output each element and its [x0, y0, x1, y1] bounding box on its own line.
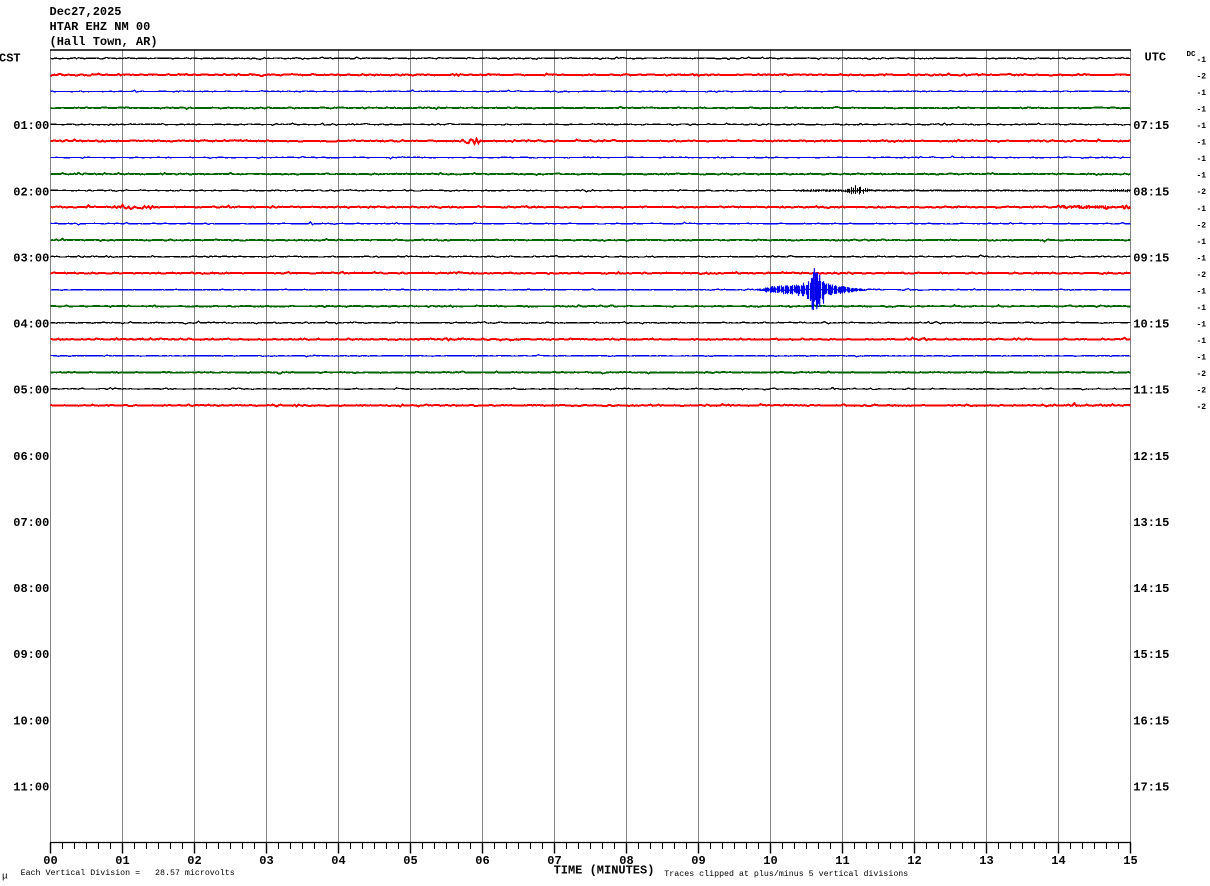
svg-text:Dec27,2025: Dec27,2025: [50, 5, 122, 19]
svg-text:04:00: 04:00: [13, 318, 49, 332]
svg-text:-2: -2: [1197, 403, 1207, 412]
svg-text:-2: -2: [1197, 188, 1207, 197]
svg-text:17:15: 17:15: [1133, 780, 1169, 794]
svg-text:-2: -2: [1197, 271, 1207, 280]
svg-text:07: 07: [547, 854, 561, 868]
svg-text:15:15: 15:15: [1133, 648, 1169, 662]
svg-text:03:00: 03:00: [13, 251, 49, 265]
svg-text:-1: -1: [1197, 155, 1207, 164]
svg-text:14:15: 14:15: [1133, 582, 1169, 596]
svg-text:-1: -1: [1197, 287, 1207, 296]
svg-text:00: 00: [43, 854, 57, 868]
svg-text:03: 03: [259, 854, 273, 868]
svg-text:HTAR EHZ NM 00: HTAR EHZ NM 00: [50, 20, 151, 34]
svg-text:-2: -2: [1197, 73, 1207, 82]
svg-text:-1: -1: [1197, 172, 1207, 181]
svg-text:06:00: 06:00: [13, 450, 49, 464]
svg-text:Traces clipped at plus/minus 5: Traces clipped at plus/minus 5 vertical …: [664, 869, 908, 879]
svg-text:13:15: 13:15: [1133, 516, 1169, 530]
svg-text:01: 01: [115, 854, 129, 868]
svg-text:15: 15: [1123, 854, 1137, 868]
svg-text:-1: -1: [1197, 205, 1207, 214]
svg-text:05: 05: [403, 854, 417, 868]
svg-text:-1: -1: [1197, 238, 1207, 247]
svg-text:07:00: 07:00: [13, 516, 49, 530]
svg-text:11:15: 11:15: [1133, 384, 1169, 398]
svg-text:-1: -1: [1197, 89, 1207, 98]
svg-text:-1: -1: [1197, 106, 1207, 115]
svg-text:(Hall Town, AR): (Hall Town, AR): [50, 35, 158, 49]
svg-text:02:00: 02:00: [13, 185, 49, 199]
svg-text:11:00: 11:00: [13, 780, 49, 794]
svg-text:-1: -1: [1197, 321, 1207, 330]
svg-text:06: 06: [475, 854, 489, 868]
svg-text:04: 04: [331, 854, 345, 868]
svg-text:CST: CST: [0, 52, 21, 66]
svg-text:-1: -1: [1197, 139, 1207, 148]
svg-text:-1: -1: [1197, 304, 1207, 313]
svg-text:05:00: 05:00: [13, 384, 49, 398]
svg-text:09:15: 09:15: [1133, 251, 1169, 265]
svg-text:12: 12: [907, 854, 921, 868]
svg-text:08:00: 08:00: [13, 582, 49, 596]
svg-text:09: 09: [691, 854, 705, 868]
svg-text:Each Vertical Division = 28.: Each Vertical Division = 28.57 microvolt…: [21, 868, 235, 878]
svg-text:10: 10: [763, 854, 777, 868]
svg-text:-2: -2: [1197, 370, 1207, 379]
svg-text:TIME (MINUTES): TIME (MINUTES): [554, 864, 655, 878]
svg-text:UTC: UTC: [1145, 51, 1167, 65]
svg-text:-2: -2: [1197, 221, 1207, 230]
svg-text:08: 08: [619, 854, 633, 868]
svg-text:10:00: 10:00: [13, 714, 49, 728]
svg-text:-1: -1: [1197, 56, 1207, 65]
svg-text:02: 02: [187, 854, 201, 868]
svg-text:-1: -1: [1197, 254, 1207, 263]
svg-text:08:15: 08:15: [1133, 185, 1169, 199]
svg-text:12:15: 12:15: [1133, 450, 1169, 464]
svg-text:DC: DC: [1187, 51, 1197, 59]
svg-text:01:00: 01:00: [13, 119, 49, 133]
svg-text:07:15: 07:15: [1133, 119, 1169, 133]
svg-text:11: 11: [835, 854, 849, 868]
svg-text:10:15: 10:15: [1133, 318, 1169, 332]
svg-text:-1: -1: [1197, 337, 1207, 346]
svg-text:-1: -1: [1197, 354, 1207, 363]
svg-text:-1: -1: [1197, 122, 1207, 131]
svg-text:μ: μ: [2, 871, 8, 882]
svg-text:14: 14: [1051, 854, 1065, 868]
svg-text:16:15: 16:15: [1133, 714, 1169, 728]
svg-text:-2: -2: [1197, 387, 1207, 396]
svg-text:09:00: 09:00: [13, 648, 49, 662]
svg-text:13: 13: [979, 854, 993, 868]
